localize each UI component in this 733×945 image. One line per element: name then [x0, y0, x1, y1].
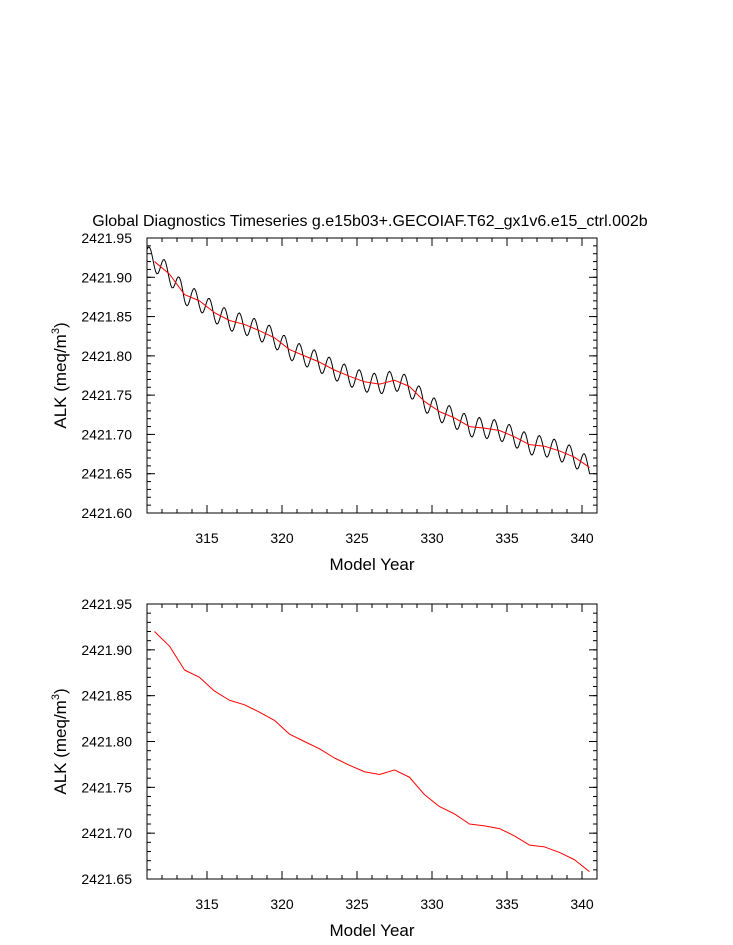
top-y-tick-label: 2421.65 — [81, 466, 132, 482]
top-y-tick-label: 2421.90 — [81, 269, 132, 285]
top-y-tick-label: 2421.85 — [81, 309, 132, 325]
chart-title: Global Diagnostics Timeseries g.e15b03+.… — [92, 213, 648, 230]
bottom-y-tick-label: 2421.85 — [81, 688, 132, 704]
bottom-y-tick-label: 2421.65 — [81, 871, 132, 887]
top-y-tick-label: 2421.95 — [81, 230, 132, 246]
bottom-plot-frame — [146, 603, 598, 880]
top-x-tick-label: 320 — [270, 530, 294, 546]
bottom-y-tick-label: 2421.80 — [81, 734, 132, 750]
bottom-series-annual-mean — [154, 631, 590, 873]
bottom-series-group — [154, 631, 590, 873]
bottom-x-tick-label: 330 — [420, 896, 444, 912]
bottom-y-tick-label: 2421.95 — [81, 596, 132, 612]
bottom-y-tick-label: 2421.90 — [81, 642, 132, 658]
top-series-group — [147, 246, 590, 474]
top-series-monthly — [147, 246, 590, 474]
top-y-tick-label: 2421.80 — [81, 348, 132, 364]
top-x-tick-label: 325 — [345, 530, 369, 546]
bottom-x-tick-label: 325 — [345, 896, 369, 912]
bottom-x-tick-label: 340 — [570, 896, 594, 912]
top-x-tick-label: 335 — [495, 530, 519, 546]
top-y-tick-label: 2421.70 — [81, 426, 132, 442]
top-x-tick-label: 330 — [420, 530, 444, 546]
top-plot-frame — [146, 237, 598, 514]
bottom-y-axis-label: ALK (meq/m3) — [50, 688, 70, 794]
bottom-x-axis-label: Model Year — [329, 921, 414, 940]
bottom-y-tick-label: 2421.75 — [81, 779, 132, 795]
top-x-tick-label: 315 — [195, 530, 219, 546]
top-panel: Global Diagnostics Timeseries g.e15b03+.… — [50, 213, 648, 574]
top-x-tick-label: 340 — [570, 530, 594, 546]
top-series-annual-mean — [154, 261, 590, 468]
bottom-y-tick-label: 2421.70 — [81, 825, 132, 841]
top-x-axis-label: Model Year — [329, 555, 414, 574]
bottom-plot-area: 315 320 325 330 335 340 2421.65 2421.70 2421.75 2… — [50, 596, 598, 940]
top-y-axis-label: ALK (meq/m3) — [50, 322, 70, 428]
bottom-x-tick-label: 315 — [195, 896, 219, 912]
top-y-tick-label: 2421.75 — [81, 387, 132, 403]
top-plot-area: 315 320 325 330 335 340 2421.60 2421.65 2421.70 2… — [50, 230, 598, 574]
bottom-panel: 315 320 325 330 335 340 2421.65 2421.70 2421.75 2… — [50, 596, 598, 940]
bottom-x-tick-label: 335 — [495, 896, 519, 912]
top-y-tick-label: 2421.60 — [81, 505, 132, 521]
bottom-x-tick-label: 320 — [270, 896, 294, 912]
